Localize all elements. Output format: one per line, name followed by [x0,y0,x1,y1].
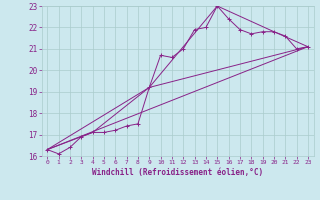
X-axis label: Windchill (Refroidissement éolien,°C): Windchill (Refroidissement éolien,°C) [92,168,263,177]
